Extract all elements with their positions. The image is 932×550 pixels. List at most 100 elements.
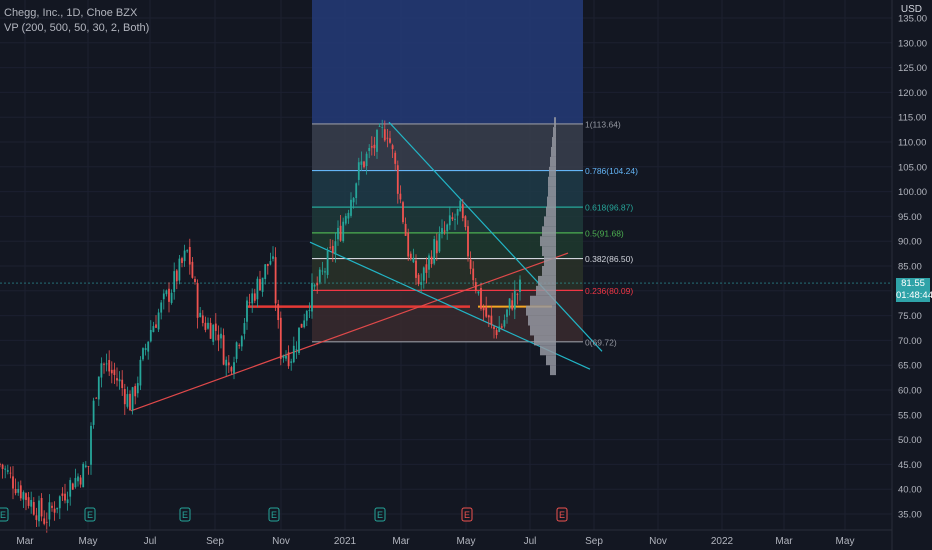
candle-body (500, 326, 503, 328)
candle-body (331, 245, 334, 253)
candle-body (303, 320, 306, 328)
earnings-event-icon[interactable]: E (84, 507, 96, 522)
fib-level-label: 0.5(91.68) (585, 228, 624, 238)
earnings-badge-letter: E (182, 510, 188, 520)
candle-body (420, 282, 423, 285)
candle-body (300, 323, 303, 328)
price-axis[interactable]: 35.00 40.00 45.00 50.00 55.00 60.00 65.00 70.00… (891, 0, 927, 550)
candle-body (396, 165, 399, 194)
candle-body (487, 315, 490, 318)
earnings-badge-letter: E (87, 510, 93, 520)
candle-body (474, 282, 477, 291)
candle-body (308, 310, 311, 311)
volume-profile-bar (544, 256, 556, 266)
volume-profile-bar (542, 226, 556, 237)
candle-body (248, 302, 251, 304)
candle-body (220, 333, 222, 339)
time-tick-label: Mar (392, 536, 410, 547)
earnings-event-icon[interactable]: E (461, 507, 473, 522)
candle-body (428, 255, 430, 270)
earnings-badge-letter: E (377, 510, 383, 520)
volume-profile-bar (538, 275, 556, 286)
candle-body (287, 352, 290, 367)
candle-body (425, 264, 428, 273)
candle-body (493, 326, 495, 329)
candle-body (199, 312, 202, 317)
candle-body (503, 320, 506, 327)
time-tick-label: May (79, 536, 98, 547)
earnings-badge-box (556, 507, 568, 522)
candle-body (313, 284, 316, 287)
volume-profile-bar (551, 146, 556, 157)
time-tick-label: Sep (585, 536, 603, 547)
candle-body (74, 477, 77, 488)
candle-body (282, 355, 285, 358)
candle-body (30, 499, 33, 507)
candle-body (383, 129, 386, 141)
volume-profile-bar (547, 196, 556, 207)
candle-body (43, 518, 46, 524)
candle-body (378, 126, 381, 127)
candle-body (269, 261, 272, 265)
earnings-event-icon[interactable]: E (179, 507, 191, 522)
candle-body (417, 274, 420, 285)
candle-body (266, 263, 269, 267)
candle-body (142, 348, 144, 360)
candle-body (6, 470, 9, 472)
candle-body (136, 383, 139, 394)
candle-body (389, 138, 391, 143)
candlestick-series (0, 119, 521, 533)
fibonacci-retracement[interactable] (312, 0, 583, 343)
fib-zone (312, 170, 583, 208)
candle-body (448, 215, 451, 226)
price-tick-label: 85.00 (898, 262, 922, 273)
candle-body (71, 483, 74, 490)
candle-body (295, 349, 298, 351)
candle-body (134, 386, 137, 397)
symbol-title[interactable]: Chegg, Inc., 1D, Choe BZX (4, 7, 138, 19)
candle-body (376, 129, 378, 152)
candle-body (464, 216, 467, 228)
candle-body (350, 199, 352, 216)
earnings-event-icon[interactable]: E (374, 507, 386, 522)
earnings-event-icon[interactable]: E (556, 507, 568, 522)
candle-body (391, 145, 394, 150)
candle-body (147, 341, 150, 352)
candle-body (105, 363, 108, 365)
candle-body (412, 257, 415, 263)
time-tick-label: Sep (206, 536, 224, 547)
candle-body (386, 137, 389, 139)
earnings-badge-letter: E (559, 510, 565, 520)
candle-body (82, 463, 85, 488)
volume-profile-bar (534, 335, 556, 346)
candle-body (4, 468, 7, 470)
indicator-title[interactable]: VP (200, 500, 50, 30, 2, Both) (4, 22, 150, 34)
volume-profile-bar (540, 345, 556, 356)
candle-body (194, 278, 196, 282)
price-tick-label: 35.00 (898, 510, 922, 521)
candle-body (454, 218, 456, 220)
price-tick-label: 90.00 (898, 237, 922, 248)
candle-body (506, 309, 508, 317)
volume-profile-bar (553, 127, 556, 138)
volume-profile-bar (550, 365, 556, 376)
candle-body (435, 240, 438, 254)
candle-body (95, 397, 98, 399)
candle-body (498, 326, 501, 333)
chart-legend: Chegg, Inc., 1D, Choe BZX VP (200, 500, … (4, 6, 149, 36)
candle-body (407, 232, 410, 257)
candle-body (217, 334, 220, 341)
candle-body (196, 283, 199, 318)
price-tick-label: 70.00 (898, 336, 922, 347)
candle-body (149, 329, 152, 342)
earnings-event-icon[interactable]: E (268, 507, 280, 522)
candle-body (430, 256, 433, 265)
candle-body (399, 193, 402, 200)
candle-body (103, 363, 105, 365)
bar-countdown: 01:48:44 (896, 290, 932, 301)
candle-body (225, 359, 228, 366)
earnings-event-icon[interactable]: E (0, 507, 9, 522)
time-axis[interactable]: Mar May Jul Sep Nov 2021 Mar May Jul Sep Nov 2022 Ma… (0, 529, 892, 547)
